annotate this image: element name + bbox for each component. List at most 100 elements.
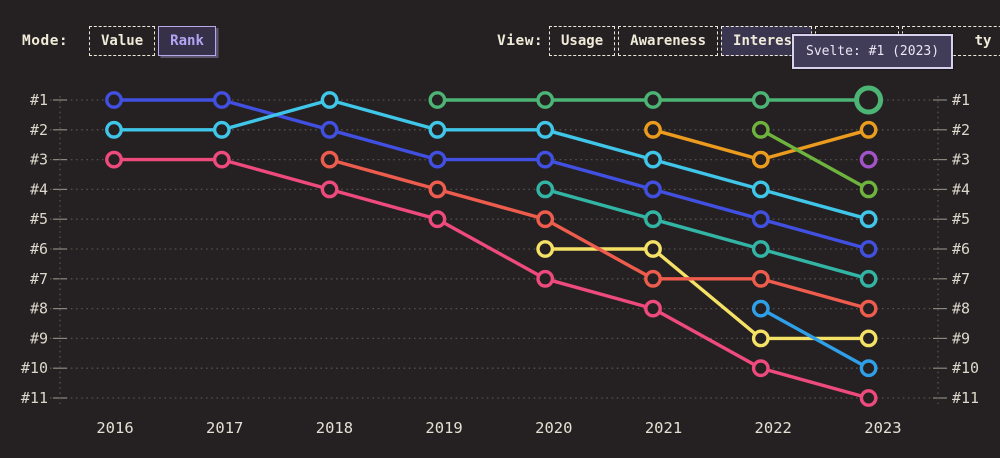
mode-option-value[interactable]: Value: [89, 26, 156, 56]
rank-label-right: #10: [952, 359, 979, 377]
point-yellow-2022[interactable]: [751, 329, 770, 348]
point-salmon-2023[interactable]: [859, 299, 878, 318]
year-label: 2022: [755, 419, 792, 437]
year-label: 2016: [96, 419, 133, 437]
point-blue-2018[interactable]: [320, 120, 339, 139]
year-label: 2021: [645, 419, 682, 437]
point-cyan-2020[interactable]: [536, 120, 555, 139]
point-svelte-2021[interactable]: [644, 91, 662, 109]
point-magenta-2016[interactable]: [105, 150, 123, 169]
point-blue-2019[interactable]: [428, 150, 447, 169]
point-blue-2016[interactable]: [105, 91, 123, 109]
point-amber-2023[interactable]: [859, 120, 878, 139]
rank-label-left: #2: [30, 121, 48, 139]
point-cyan-2016[interactable]: [105, 120, 123, 139]
point-salmon-2019[interactable]: [428, 180, 447, 199]
point-svelte-2022[interactable]: [751, 91, 770, 109]
point-magenta-2020[interactable]: [536, 269, 555, 288]
point-cyan-2023[interactable]: [859, 210, 878, 229]
rank-label-right: #7: [952, 270, 970, 288]
rank-label-left: #9: [30, 329, 48, 347]
point-magenta-2023[interactable]: [859, 389, 878, 407]
tooltip: Svelte: #1 (2023): [792, 34, 954, 69]
rank-label-left: #3: [30, 151, 48, 169]
point-teal-2020[interactable]: [536, 180, 555, 199]
year-label: 2017: [206, 419, 243, 437]
rank-label-left: #6: [30, 240, 48, 258]
series-line-cyan: [112, 98, 871, 221]
point-sky-2023[interactable]: [859, 359, 878, 378]
series-line-sky: [759, 306, 871, 370]
rank-label-right: #5: [952, 210, 970, 228]
rank-label-right: #1: [952, 91, 970, 109]
point-cyan-2018[interactable]: [320, 91, 339, 109]
point-blue-2017[interactable]: [212, 91, 231, 109]
rank-label-right: #6: [952, 240, 970, 258]
point-blue-2020[interactable]: [536, 150, 555, 169]
point-yellow-2020[interactable]: [536, 240, 555, 258]
point-magenta-2022[interactable]: [751, 359, 770, 378]
year-label: 2019: [425, 419, 462, 437]
rank-label-left: #7: [30, 270, 48, 288]
point-blue-2023[interactable]: [859, 240, 878, 258]
view-option-awareness[interactable]: Awareness: [618, 26, 719, 56]
point-amber-2021[interactable]: [644, 120, 662, 139]
point-magenta-2017[interactable]: [212, 150, 231, 169]
view-option-usage[interactable]: Usage: [549, 26, 616, 56]
point-yellow-2021[interactable]: [644, 240, 662, 258]
rank-label-left: #4: [30, 180, 48, 198]
rank-label-right: #8: [952, 300, 970, 318]
point-lime-2022[interactable]: [751, 120, 770, 139]
rank-label-right: #9: [952, 329, 970, 347]
point-magenta-2018[interactable]: [320, 180, 339, 199]
point-svelte-2023[interactable]: [854, 85, 884, 115]
rank-label-right: #11: [952, 389, 979, 407]
point-cyan-2021[interactable]: [644, 150, 662, 169]
mode-toggle-group: Value Rank: [89, 26, 216, 56]
point-blue-2022[interactable]: [751, 210, 770, 229]
point-cyan-2019[interactable]: [428, 120, 447, 139]
rank-label-left: #10: [21, 359, 48, 377]
rank-label-left: #11: [21, 389, 48, 407]
point-sky-2022[interactable]: [751, 299, 770, 318]
rank-label-left: #1: [30, 91, 48, 109]
point-amber-2022[interactable]: [751, 150, 770, 169]
point-cyan-2017[interactable]: [212, 120, 231, 139]
rank-label-right: #3: [952, 151, 970, 169]
point-magenta-2021[interactable]: [644, 299, 662, 318]
series-line-salmon: [327, 157, 871, 311]
series-line-teal: [543, 187, 871, 281]
point-svelte-2019[interactable]: [428, 91, 447, 109]
point-svelte-2020[interactable]: [536, 91, 555, 109]
point-yellow-2023[interactable]: [859, 329, 878, 348]
point-blue-2021[interactable]: [644, 180, 662, 199]
point-cyan-2022[interactable]: [751, 180, 770, 199]
point-teal-2022[interactable]: [751, 240, 770, 258]
point-salmon-2021[interactable]: [644, 269, 662, 288]
point-salmon-2020[interactable]: [536, 210, 555, 229]
view-label: View:: [497, 33, 544, 49]
point-teal-2023[interactable]: [859, 269, 878, 288]
point-salmon-2022[interactable]: [751, 269, 770, 288]
point-magenta-2019[interactable]: [428, 210, 447, 229]
point-teal-2021[interactable]: [644, 210, 662, 229]
series-line-blue: [112, 98, 871, 251]
rank-label-right: #2: [952, 121, 970, 139]
series-line-lime: [759, 128, 871, 192]
series-line-magenta: [112, 157, 871, 400]
rank-label-left: #5: [30, 210, 48, 228]
tooltip-text: Svelte: #1 (2023): [806, 44, 940, 59]
year-label: 2018: [316, 419, 353, 437]
point-salmon-2018[interactable]: [320, 150, 339, 169]
point-lime-2023[interactable]: [859, 180, 878, 199]
mode-option-rank[interactable]: Rank: [158, 26, 216, 56]
view-toggle-group: Usage Awareness Interest ty: [549, 26, 1000, 56]
point-purple-2023[interactable]: [859, 150, 878, 169]
mode-label: Mode:: [22, 33, 69, 49]
rank-label-left: #8: [30, 300, 48, 318]
rank-label-right: #4: [952, 180, 970, 198]
year-label: 2023: [864, 419, 901, 437]
year-label: 2020: [535, 419, 572, 437]
